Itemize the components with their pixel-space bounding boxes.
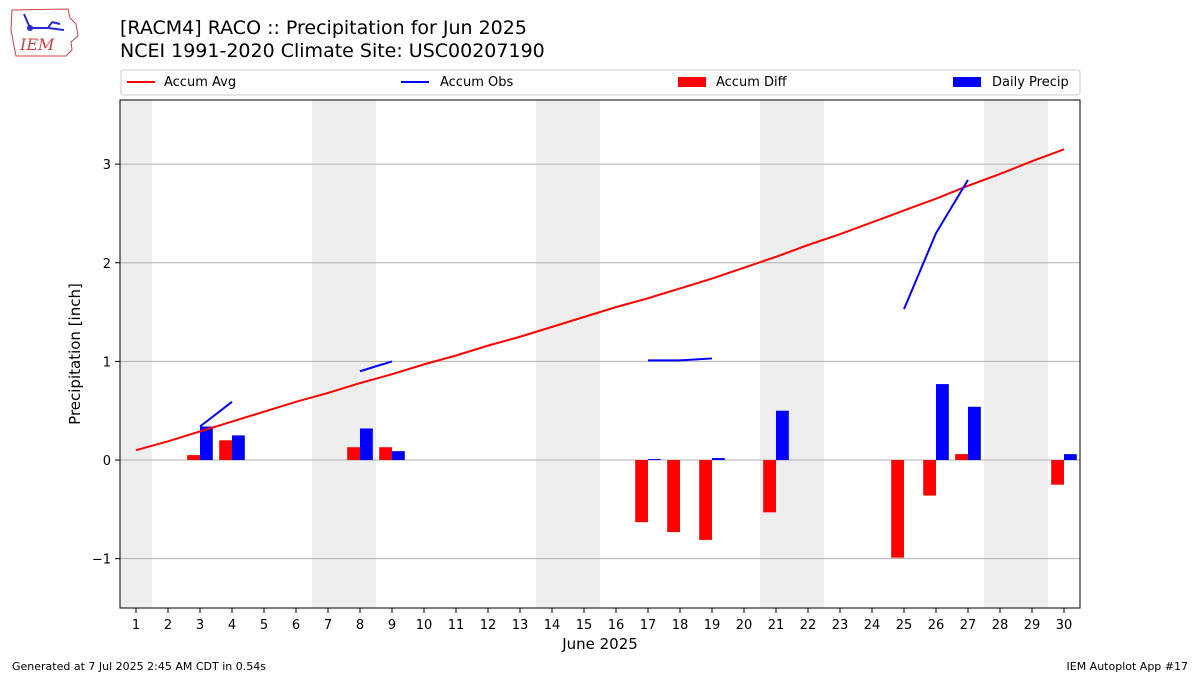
accum-diff-bar — [699, 460, 712, 540]
x-tick-label: 20 — [736, 618, 753, 633]
accum-diff-bar — [379, 447, 392, 461]
x-tick-label: 2 — [164, 618, 172, 633]
x-tick-label: 3 — [196, 618, 204, 633]
x-tick-label: 9 — [388, 618, 396, 633]
accum-obs-line — [199, 401, 233, 428]
lines — [135, 148, 1065, 452]
weekend-band — [1016, 100, 1048, 608]
accum-diff-bar — [891, 460, 904, 558]
legend-swatch-precip — [953, 77, 981, 87]
x-tick-label: 21 — [768, 618, 785, 633]
y-axis-label: Precipitation [inch] — [66, 283, 84, 425]
x-tick-label: 23 — [832, 618, 849, 633]
x-tick-label: 13 — [512, 618, 529, 633]
daily-precip-bar — [776, 410, 789, 461]
x-tick-label: 29 — [1024, 618, 1041, 633]
x-tick-label: 8 — [356, 618, 364, 633]
accum-diff-bar — [1051, 460, 1064, 485]
x-axis: 1 2 3 4 5 6 7 8 9 10 11 12 13 14 15 16 17 18 19 20 21 22 23 24 2… — [132, 608, 1072, 633]
accum-diff-bar — [955, 454, 968, 461]
weekend-band — [984, 100, 1016, 608]
accum-diff-bar — [219, 440, 232, 461]
plot-frame — [119, 99, 1081, 609]
weekend-shading — [120, 100, 1048, 608]
legend-label-precip: Daily Precip — [992, 75, 1069, 90]
daily-precip-bar — [968, 406, 981, 461]
app-credit: IEM Autoplot App #17 — [1066, 660, 1189, 673]
accum-diff-bar — [347, 447, 360, 461]
x-tick-label: 30 — [1056, 618, 1073, 633]
x-tick-label: 12 — [480, 618, 497, 633]
y-tick-label: 3 — [103, 158, 111, 173]
x-tick-label: 6 — [292, 618, 300, 633]
daily-precip-bar — [1064, 454, 1077, 461]
chart-title: [RACM4] RACO :: Precipitation for Jun 20… — [120, 17, 527, 39]
legend: Accum Avg Accum Obs Accum Diff Daily Pre… — [120, 69, 1081, 96]
y-tick-label: 2 — [103, 257, 111, 272]
daily-precip-bar — [360, 428, 373, 461]
x-tick-label: 15 — [576, 618, 593, 633]
accum-diff-bar — [187, 455, 200, 461]
daily-precip-bar — [712, 458, 725, 461]
x-tick-label: 26 — [928, 618, 945, 633]
grid-lines — [120, 163, 1080, 560]
legend-label-diff: Accum Diff — [716, 75, 788, 90]
weekend-band — [568, 100, 600, 608]
x-tick-label: 10 — [416, 618, 433, 633]
x-tick-label: 5 — [260, 618, 268, 633]
y-axis: −1 0 1 2 3 — [92, 158, 120, 568]
legend-label-avg: Accum Avg — [164, 75, 236, 90]
accum-diff-bar — [635, 460, 648, 523]
y-tick-label: 0 — [103, 454, 111, 469]
x-tick-label: 22 — [800, 618, 817, 633]
x-tick-label: 19 — [704, 618, 721, 633]
legend-swatch-diff — [678, 77, 706, 87]
accum-avg-line — [135, 148, 1065, 452]
weekend-band — [536, 100, 568, 608]
x-tick-label: 11 — [448, 618, 465, 633]
iem-logo-icon: IEM — [10, 8, 79, 57]
accum-obs-line — [359, 360, 393, 373]
x-tick-label: 4 — [228, 618, 236, 633]
chart-subtitle: NCEI 1991-2020 Climate Site: USC00207190 — [120, 40, 545, 62]
x-axis-label: June 2025 — [561, 635, 638, 653]
x-tick-label: 17 — [640, 618, 657, 633]
y-tick-label: 1 — [103, 355, 111, 370]
x-tick-label: 18 — [672, 618, 689, 633]
accum-obs-line — [903, 179, 969, 310]
bars — [187, 384, 1077, 558]
weekend-band — [312, 100, 344, 608]
accum-diff-bar — [763, 460, 776, 513]
legend-frame — [120, 69, 1081, 96]
accum-obs-line — [648, 357, 713, 362]
svg-text:IEM: IEM — [19, 35, 55, 54]
weekend-band — [760, 100, 792, 608]
weekend-band — [344, 100, 376, 608]
weekend-band — [120, 100, 152, 608]
x-tick-label: 28 — [992, 618, 1009, 633]
x-tick-label: 16 — [608, 618, 625, 633]
generated-timestamp: Generated at 7 Jul 2025 2:45 AM CDT in 0… — [12, 660, 266, 673]
x-tick-label: 14 — [544, 618, 561, 633]
daily-precip-bar — [648, 459, 661, 461]
daily-precip-bar — [936, 384, 949, 461]
legend-label-obs: Accum Obs — [440, 75, 513, 90]
accum-diff-bar — [667, 460, 680, 533]
weekend-band — [792, 100, 824, 608]
daily-precip-bar — [232, 435, 245, 461]
daily-precip-bar — [200, 426, 213, 461]
x-tick-label: 25 — [896, 618, 913, 633]
accum-diff-bar — [923, 460, 936, 496]
y-tick-label: −1 — [92, 553, 111, 568]
x-tick-label: 7 — [324, 618, 332, 633]
x-tick-label: 27 — [960, 618, 977, 633]
x-tick-label: 1 — [132, 618, 140, 633]
daily-precip-bar — [392, 451, 405, 461]
x-tick-label: 24 — [864, 618, 881, 633]
